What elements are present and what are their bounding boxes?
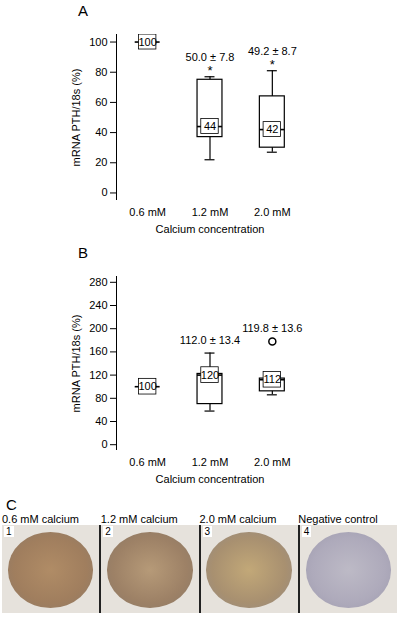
svg-text:112.0 ± 13.4: 112.0 ± 13.4 xyxy=(180,334,240,346)
html-text:Negative control: Negative control xyxy=(298,513,378,525)
svg-text:80: 80 xyxy=(95,392,107,404)
svg-text:120: 120 xyxy=(89,369,107,381)
svg-text:1.2 mM: 1.2 mM xyxy=(192,456,229,468)
svg-text:240: 240 xyxy=(89,299,107,311)
svg-text:1.2 mM: 1.2 mM xyxy=(192,206,229,218)
svg-text:2.0 mM: 2.0 mM xyxy=(254,456,291,468)
html-text:1: 1 xyxy=(6,526,12,537)
svg-text:119.8 ± 13.6: 119.8 ± 13.6 xyxy=(242,322,302,334)
svg-text:100: 100 xyxy=(138,36,156,48)
html-text:B: B xyxy=(78,244,88,261)
svg-text:mRNA PTH/18s (%): mRNA PTH/18s (%) xyxy=(70,315,82,413)
svg-text:0.6 mM: 0.6 mM xyxy=(129,206,166,218)
html-text:C: C xyxy=(6,496,17,513)
svg-text:Calcium concentration: Calcium concentration xyxy=(156,473,265,485)
svg-text:40: 40 xyxy=(95,415,107,427)
html-text:2: 2 xyxy=(105,526,111,537)
svg-text:*: * xyxy=(270,57,275,72)
svg-text:120: 120 xyxy=(201,369,219,381)
svg-text:40: 40 xyxy=(95,126,107,138)
svg-text:280: 280 xyxy=(89,276,107,288)
html-text:1.2 mM calcium: 1.2 mM calcium xyxy=(100,513,178,525)
html-text:4: 4 xyxy=(303,526,310,537)
svg-text:0.6 mM: 0.6 mM xyxy=(129,456,166,468)
svg-text:42: 42 xyxy=(266,123,278,135)
svg-text:20: 20 xyxy=(95,156,107,168)
svg-text:*: * xyxy=(207,63,212,78)
svg-text:50.0 ± 7.8: 50.0 ± 7.8 xyxy=(186,51,235,63)
html-text:A: A xyxy=(78,2,88,19)
svg-text:mRNA PTH/18s (%): mRNA PTH/18s (%) xyxy=(70,69,82,167)
svg-text:200: 200 xyxy=(89,322,107,334)
html-text:0.6 mM calcium: 0.6 mM calcium xyxy=(2,513,79,525)
svg-text:44: 44 xyxy=(204,120,216,132)
html-text:3: 3 xyxy=(204,526,211,537)
svg-text:112: 112 xyxy=(264,373,282,385)
svg-text:80: 80 xyxy=(95,66,107,78)
svg-text:100: 100 xyxy=(138,380,156,392)
svg-text:Calcium concentration: Calcium concentration xyxy=(156,223,265,235)
svg-text:49.2 ± 8.7: 49.2 ± 8.7 xyxy=(248,45,297,57)
svg-text:60: 60 xyxy=(95,96,107,108)
svg-text:0: 0 xyxy=(101,186,107,198)
svg-text:0: 0 xyxy=(101,438,107,450)
svg-text:160: 160 xyxy=(89,345,107,357)
svg-text:2.0 mM: 2.0 mM xyxy=(254,206,291,218)
svg-text:100: 100 xyxy=(89,36,107,48)
html-text:2.0 mM calcium: 2.0 mM calcium xyxy=(199,513,277,525)
